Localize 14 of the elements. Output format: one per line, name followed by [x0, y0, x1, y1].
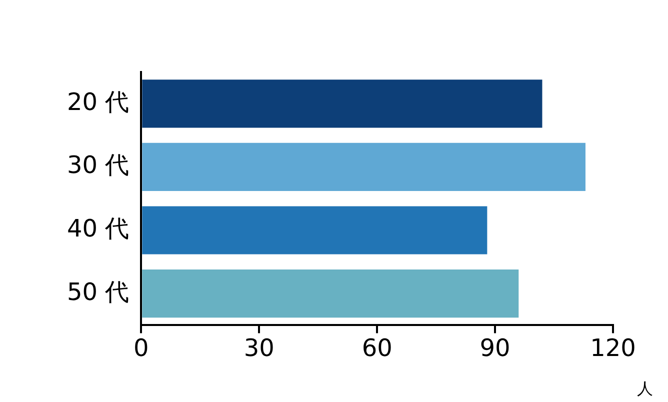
y-tick-label: 40 代 [66, 214, 130, 242]
bar [142, 142, 586, 192]
y-tick-label: 50 代 [66, 278, 130, 306]
bar [142, 80, 542, 128]
x-tick-label: 90 [480, 334, 510, 362]
x-tick-label: 30 [244, 334, 274, 362]
x-tick-label: 60 [362, 334, 392, 362]
bar [142, 269, 519, 318]
bar [142, 206, 488, 254]
x-tick-label: 0 [134, 334, 149, 362]
y-tick-label: 30 代 [66, 151, 130, 180]
x-axis-title: 人 [636, 379, 653, 398]
x-tick-label: 120 [590, 334, 636, 362]
y-tick-label: 20 代 [66, 88, 130, 116]
